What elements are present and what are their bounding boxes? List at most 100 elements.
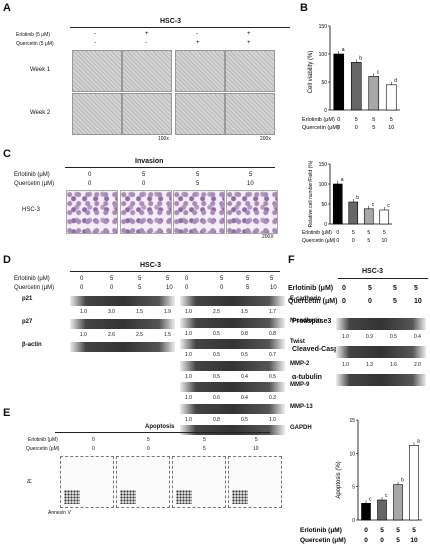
dose-value: 5: [196, 181, 200, 187]
y-axis-label: Relative cell number/Field (%): [308, 160, 314, 227]
micrograph: [225, 93, 275, 135]
dose-value: 10: [253, 446, 259, 452]
erlotinib-value: 5: [372, 117, 375, 123]
density-value: 0.8: [241, 330, 248, 337]
quercetin-value: 10: [410, 537, 418, 544]
density-value: 1.0: [269, 416, 276, 423]
dose-value: 5: [393, 285, 397, 292]
significance-letter: a: [342, 47, 345, 53]
erlotinib-mark: +: [145, 31, 149, 37]
density-value: 1.0: [185, 352, 192, 358]
blot-band: [180, 296, 285, 306]
flow-plot: [228, 456, 282, 508]
quercetin-value: 0: [355, 125, 358, 131]
density-value: 0.6: [213, 395, 220, 401]
density-value: 0.5: [213, 373, 220, 380]
magnification-label: 200X: [262, 234, 274, 240]
density-value: 0.5: [269, 373, 276, 380]
panel-label-b: B: [300, 2, 308, 14]
week-2-label: Week 2: [30, 110, 51, 116]
dose-value: 0: [110, 285, 114, 291]
protein-label: p21: [22, 296, 33, 302]
panel-label-a: A: [3, 2, 11, 14]
dose-value: 0: [185, 276, 189, 282]
dose-value: 5: [138, 285, 142, 291]
dose-value: 0: [92, 446, 95, 452]
y-axis-label: Cell viability (%): [308, 51, 314, 94]
bar: [393, 484, 403, 521]
density-value: 2.5: [213, 309, 220, 315]
dose-value: 0: [147, 446, 150, 452]
dose-value: 0: [88, 172, 92, 178]
dose-value: 10: [247, 181, 254, 187]
density-value: 1.5: [136, 309, 143, 315]
blot-band: [70, 319, 175, 329]
density-value: 0.8: [269, 330, 276, 337]
density-value: 0.7: [269, 352, 276, 358]
quercetin-value: 0: [380, 537, 384, 544]
dose-value: 10: [166, 285, 173, 291]
erlotinib-value: 5: [390, 117, 393, 123]
erlotinib-value: 5: [352, 230, 355, 236]
blot-band: [180, 360, 285, 371]
significance-letter: b: [401, 478, 404, 484]
density-value: 1.0: [342, 334, 349, 340]
dose-value: 0: [80, 285, 84, 291]
dose-value: 0: [185, 285, 189, 291]
dose-value: 5: [142, 172, 146, 178]
quercetin-row-label: Quercetin (μM): [300, 537, 346, 544]
panel-label-f: F: [288, 254, 295, 266]
quercetin-value: 5: [367, 238, 370, 244]
micrograph: [122, 50, 172, 92]
density-value: 1.9: [164, 309, 171, 315]
significance-letter: b: [356, 195, 359, 201]
quercetin-value: 5: [372, 125, 375, 131]
density-value: 1.5: [241, 309, 248, 315]
panel-c-chart: Relative cell number/Field (%) 050100150…: [302, 160, 392, 244]
density-value: 1.0: [185, 416, 192, 423]
bar: [385, 84, 397, 111]
density-value: 0.5: [213, 352, 220, 358]
flow-plot: [116, 456, 170, 508]
erlotinib-label: Erlotinib (μM): [14, 276, 50, 282]
blot-band: [336, 318, 426, 330]
density-value: 2.6: [108, 332, 115, 338]
erlotinib-label: Erlotinib (5 μM): [16, 32, 50, 38]
quercetin-value: 0: [337, 125, 340, 131]
quercetin-label: Quercetin (μM): [14, 285, 55, 291]
erlotinib-value: 5: [367, 230, 370, 236]
y-tick-label: 50: [321, 202, 327, 208]
dose-value: 5: [255, 437, 258, 443]
erlotinib-label: Erlotinib (μM): [288, 285, 334, 292]
quercetin-value: 0: [336, 238, 339, 244]
density-value: 0.5: [390, 334, 397, 340]
y-tick-label: 0: [352, 518, 355, 524]
dose-value: 5: [220, 276, 224, 282]
quercetin-label: Quercetin (μM): [26, 446, 60, 452]
dose-value: 5: [246, 276, 250, 282]
protein-label: MMP-9: [290, 382, 310, 388]
blot-band: [336, 346, 426, 358]
erlotinib-value: 0: [364, 527, 368, 534]
bar: [377, 499, 387, 521]
bar: [379, 209, 390, 225]
panel-d-title: HSC-3: [140, 262, 162, 269]
dose-value: 5: [203, 437, 206, 443]
density-value: 1.0: [185, 330, 192, 337]
protein-label: Twist: [290, 339, 305, 345]
y-tick-label: 0: [324, 222, 327, 228]
y-tick-label: 0: [324, 108, 327, 114]
y-tick-label: 100: [319, 182, 328, 188]
dose-value: 5: [110, 276, 114, 282]
invasion-image: [120, 190, 172, 234]
density-value: 2.5: [136, 332, 143, 338]
significance-letter: c: [369, 496, 372, 502]
erlotinib-mark: -: [94, 31, 96, 37]
bar: [333, 53, 345, 111]
quercetin-value: 10: [381, 238, 387, 244]
blot-band: [180, 339, 285, 349]
quercetin-mark: +: [196, 40, 200, 46]
dose-value: 0: [368, 298, 372, 305]
erlotinib-value: 0: [337, 117, 340, 123]
erlotinib-value: 0: [336, 230, 339, 236]
